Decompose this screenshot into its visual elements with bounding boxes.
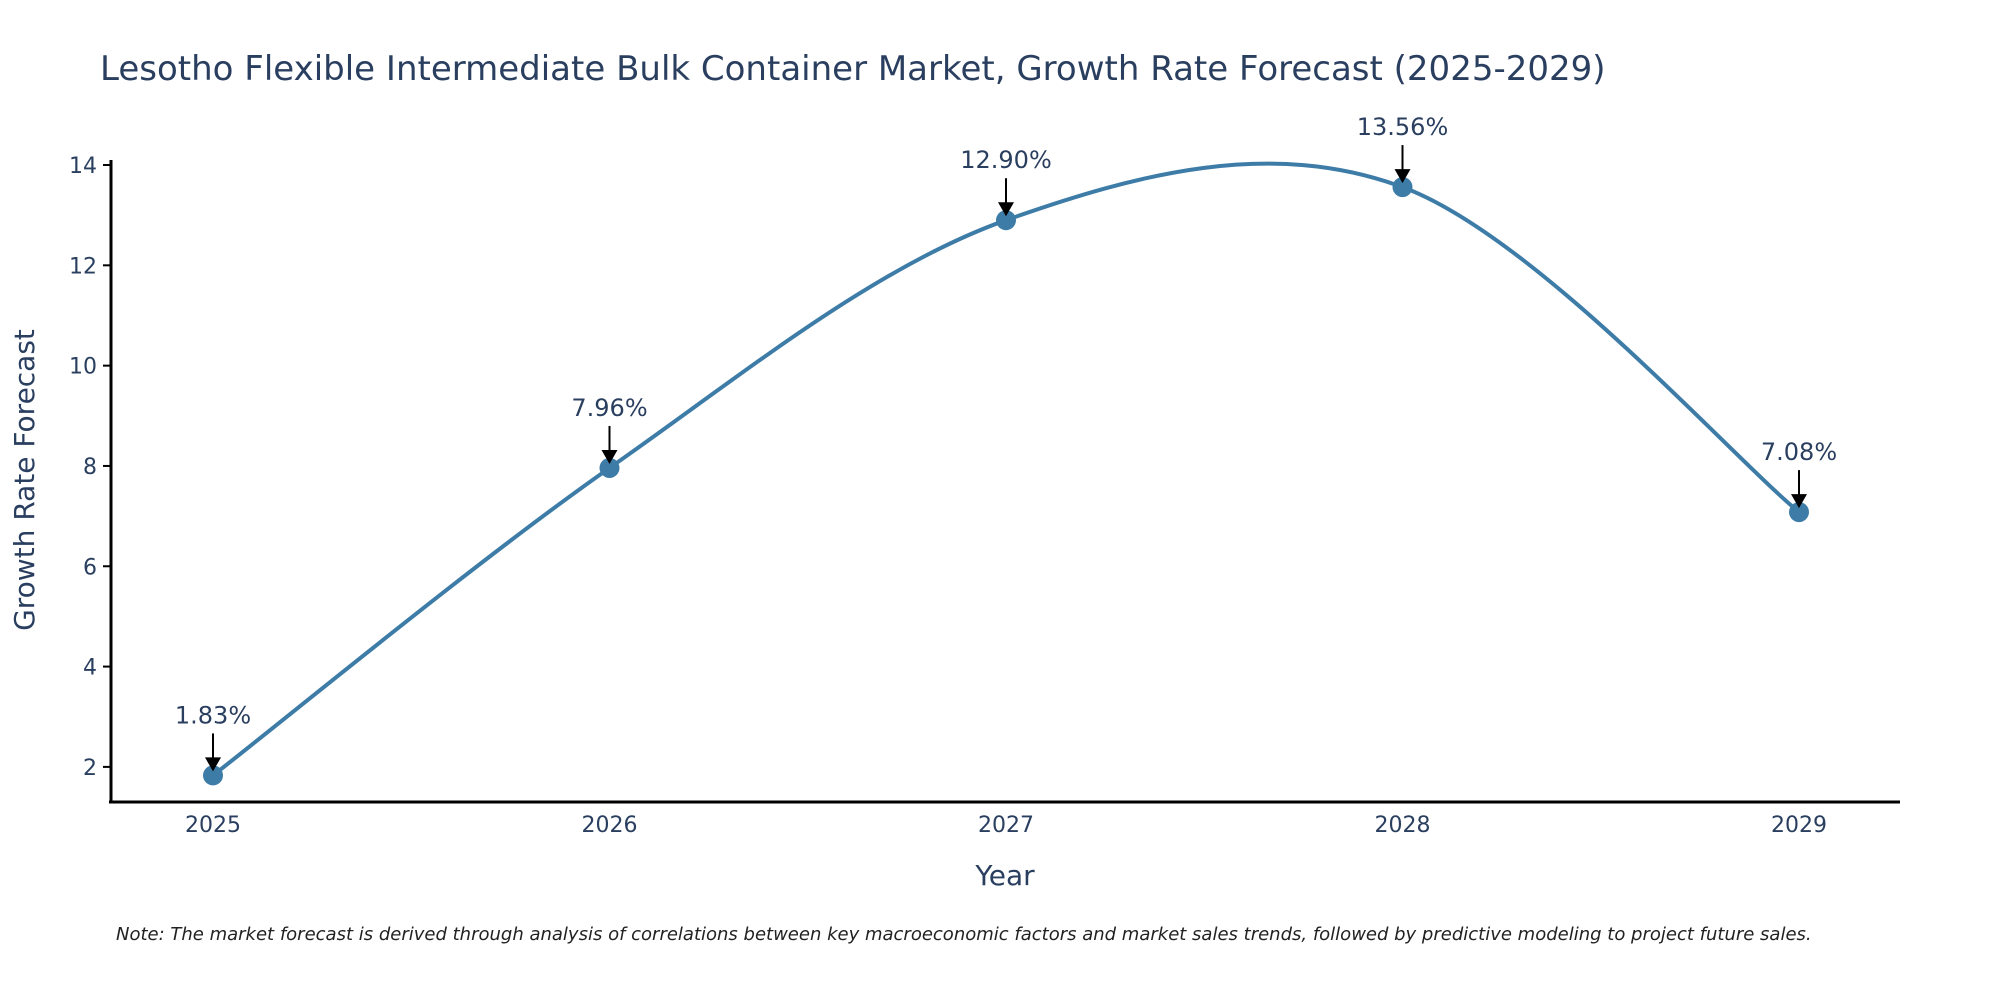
data-markers — [203, 177, 1809, 786]
annotation-arrow-head — [1394, 169, 1411, 184]
data-label: 7.96% — [571, 394, 647, 422]
x-tick-label: 2027 — [978, 813, 1034, 838]
x-tick-label: 2029 — [1771, 813, 1827, 838]
x-axis-ticks: 2025 2026 2027 2028 2029 — [185, 813, 1827, 838]
y-axis-title: Growth Rate Forecast — [8, 329, 41, 631]
annotation-arrow-head — [205, 757, 221, 772]
x-tick-label: 2028 — [1375, 813, 1431, 838]
data-label: 12.90% — [960, 146, 1052, 174]
data-point — [1392, 177, 1413, 198]
series-line — [211, 161, 1801, 777]
data-point — [1789, 502, 1809, 523]
annotation-arrow-head — [601, 449, 618, 464]
annotation-arrow-head — [998, 202, 1014, 217]
y-tick-label: 12 — [69, 254, 97, 279]
x-tick-label: 2025 — [185, 813, 241, 838]
y-tick-label: 2 — [83, 756, 97, 781]
data-label: 1.83% — [175, 701, 251, 729]
forecast-note: Note: The market forecast is derived thr… — [116, 924, 1812, 945]
y-tick-label: 4 — [83, 656, 97, 681]
x-axis-title: Year — [974, 859, 1035, 892]
data-annotations: 1.83% 7.96% 12.90% 13.56% 7.08% — [175, 113, 1837, 772]
y-tick-label: 6 — [83, 555, 97, 580]
y-tick-label: 14 — [69, 154, 97, 179]
chart-title: Lesotho Flexible Intermediate Bulk Conta… — [100, 49, 1606, 89]
y-tick-label: 10 — [69, 355, 97, 380]
data-label: 13.56% — [1357, 113, 1449, 141]
x-tick-label: 2026 — [582, 813, 638, 838]
data-label: 7.08% — [1761, 438, 1837, 466]
y-axis-ticks: 2 4 6 8 10 12 14 — [69, 154, 111, 781]
y-tick-label: 8 — [83, 455, 97, 480]
data-point — [203, 765, 223, 786]
annotation-arrow-head — [1791, 494, 1807, 509]
data-point — [599, 457, 620, 478]
data-point — [996, 210, 1016, 231]
